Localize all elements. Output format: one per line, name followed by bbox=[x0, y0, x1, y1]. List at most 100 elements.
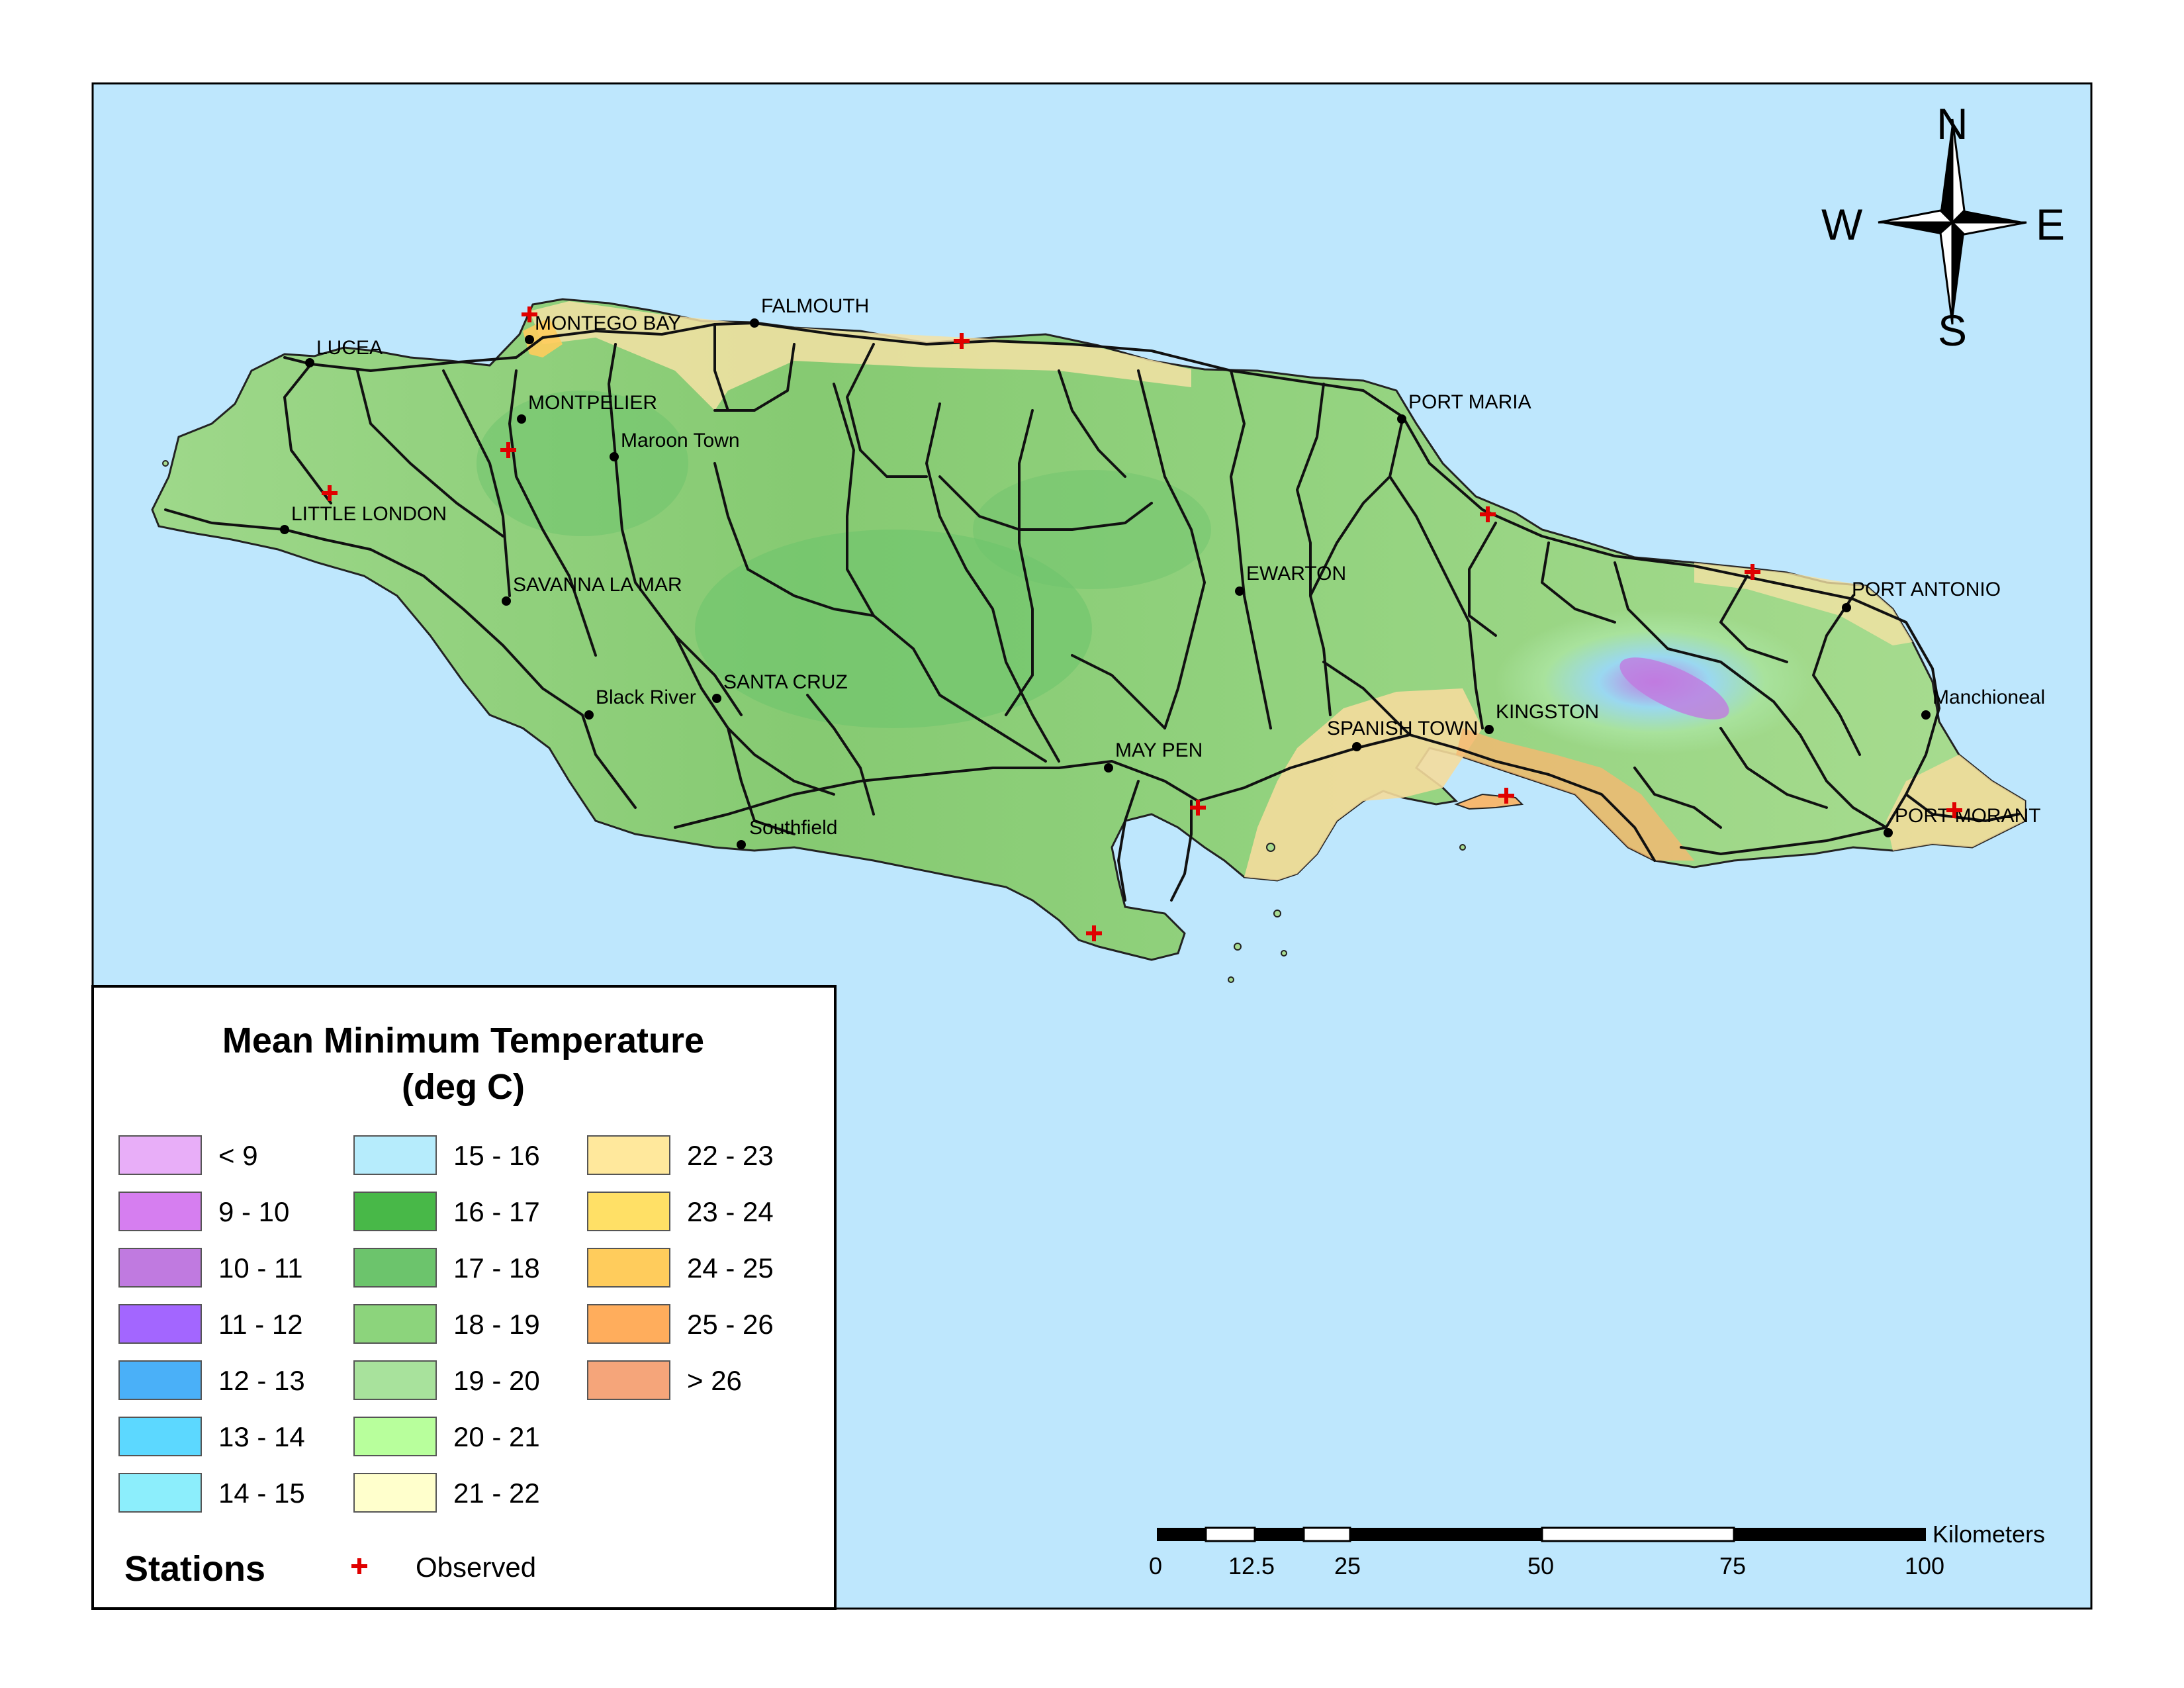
svg-text:Black River: Black River bbox=[596, 686, 696, 708]
station-marker bbox=[522, 306, 537, 322]
legend-class-label: 24 - 25 bbox=[687, 1252, 774, 1284]
station-marker bbox=[954, 333, 970, 349]
central-highlands bbox=[695, 530, 1092, 728]
stations-heading: Stations bbox=[124, 1549, 265, 1589]
town-spanish-town: SPANISH TOWN bbox=[1327, 718, 1478, 751]
legend-swatch bbox=[353, 1135, 437, 1175]
northeast-coast-warm-zone bbox=[1694, 563, 1913, 645]
legend-class-item: 9 - 10 bbox=[118, 1192, 289, 1231]
legend-class-item: 10 - 11 bbox=[118, 1248, 303, 1288]
legend-class-label: 14 - 15 bbox=[218, 1477, 305, 1509]
compass-south: S bbox=[1938, 306, 1967, 355]
legend-class-label: 20 - 21 bbox=[453, 1421, 540, 1452]
legend-class-item: 11 - 12 bbox=[118, 1304, 303, 1344]
town-black-river: Black River bbox=[584, 686, 696, 720]
svg-text:PORT ANTONIO: PORT ANTONIO bbox=[1852, 579, 2001, 600]
legend-class-label: 15 - 16 bbox=[453, 1140, 540, 1171]
legend-swatch bbox=[353, 1417, 437, 1456]
town-port-morant: PORT MORANT bbox=[1884, 805, 2041, 837]
legend-swatch bbox=[353, 1304, 437, 1344]
legend-class-label: 22 - 23 bbox=[687, 1140, 774, 1171]
scale-tick: 25 bbox=[1334, 1552, 1361, 1579]
legend-class-item: 13 - 14 bbox=[118, 1417, 305, 1456]
town-may-pen: MAY PEN bbox=[1104, 739, 1203, 773]
islet bbox=[1234, 943, 1242, 951]
legend-swatch bbox=[118, 1192, 202, 1231]
scale-bar: Kilometers 0 12.5 25 50 75 100 bbox=[1149, 1521, 2045, 1579]
town-port-maria: PORT MARIA bbox=[1397, 391, 1531, 424]
legend-swatch bbox=[587, 1248, 670, 1288]
legend-class-item: 18 - 19 bbox=[353, 1304, 540, 1344]
svg-text:EWARTON: EWARTON bbox=[1246, 563, 1346, 585]
compass-north: N bbox=[1936, 99, 1968, 148]
legend-class-item: 14 - 15 bbox=[118, 1473, 305, 1513]
legend-class-label: 23 - 24 bbox=[687, 1196, 774, 1227]
observed-station-symbol bbox=[351, 1558, 367, 1574]
svg-text:Southfield: Southfield bbox=[749, 817, 837, 839]
svg-text:LITTLE LONDON: LITTLE LONDON bbox=[291, 503, 447, 525]
town-savanna-la-mar: SAVANNA LA MAR bbox=[502, 574, 682, 606]
legend-swatch bbox=[118, 1304, 202, 1344]
svg-text:SANTA CRUZ: SANTA CRUZ bbox=[723, 671, 848, 693]
legend-class-label: 12 - 13 bbox=[218, 1365, 305, 1396]
town-montpelier: MONTPELIER bbox=[517, 392, 657, 424]
blue-mountains-peak bbox=[1619, 657, 1729, 720]
legend-swatch bbox=[587, 1135, 670, 1175]
svg-text:MAY PEN: MAY PEN bbox=[1115, 739, 1203, 761]
legend-class-item: 20 - 21 bbox=[353, 1417, 540, 1456]
legend-class-item: 25 - 26 bbox=[587, 1304, 774, 1344]
legend-swatch bbox=[587, 1360, 670, 1400]
legend-swatch bbox=[118, 1473, 202, 1513]
svg-text:MONTPELIER: MONTPELIER bbox=[528, 392, 657, 414]
town-lucea: LUCEA bbox=[305, 337, 383, 367]
legend-class-item: 22 - 23 bbox=[587, 1135, 774, 1175]
compass-rose: N S W E bbox=[1821, 99, 2065, 355]
scale-tick: 100 bbox=[1905, 1552, 1944, 1579]
station-marker bbox=[500, 442, 516, 458]
stations-layer bbox=[322, 306, 1962, 941]
town-santa-cruz: SANTA CRUZ bbox=[712, 671, 848, 703]
scale-tick: 0 bbox=[1149, 1552, 1162, 1579]
svg-text:PORT MARIA: PORT MARIA bbox=[1408, 391, 1531, 413]
legend-class-label: 25 - 26 bbox=[687, 1309, 774, 1340]
legend-class-item: 24 - 25 bbox=[587, 1248, 774, 1288]
station-marker bbox=[1086, 925, 1102, 941]
legend-swatch bbox=[587, 1304, 670, 1344]
legend-class-item: < 9 bbox=[118, 1135, 258, 1175]
scale-tick: 75 bbox=[1719, 1552, 1746, 1579]
station-marker bbox=[1498, 788, 1514, 804]
legend-class-item: 15 - 16 bbox=[353, 1135, 540, 1175]
observed-label: Observed bbox=[416, 1552, 536, 1583]
town-little-london: LITTLE LONDON bbox=[280, 503, 447, 534]
western-highlands bbox=[477, 391, 688, 536]
legend-class-item: > 26 bbox=[587, 1360, 742, 1400]
legend-class-item: 16 - 17 bbox=[353, 1192, 540, 1231]
legend-class-label: 11 - 12 bbox=[218, 1309, 303, 1340]
legend-swatch bbox=[118, 1360, 202, 1400]
legend-swatch bbox=[353, 1473, 437, 1513]
svg-text:KINGSTON: KINGSTON bbox=[1496, 701, 1599, 723]
legend-swatch bbox=[118, 1248, 202, 1288]
legend-swatches: < 9 9 - 10 10 - 11 11 - 12 12 - 13 13 - 14 14 … bbox=[118, 1135, 774, 1513]
svg-text:Manchioneal: Manchioneal bbox=[1933, 686, 2045, 708]
islet bbox=[162, 460, 169, 467]
islet bbox=[1273, 910, 1281, 917]
legend-class-label: 16 - 17 bbox=[453, 1196, 540, 1227]
legend-class-label: 18 - 19 bbox=[453, 1309, 540, 1340]
islet bbox=[1228, 976, 1234, 983]
legend-class-label: 17 - 18 bbox=[453, 1252, 540, 1284]
svg-text:LUCEA: LUCEA bbox=[316, 337, 383, 359]
station-marker bbox=[1946, 802, 1962, 818]
islet bbox=[1266, 843, 1275, 852]
legend-class-label: 21 - 22 bbox=[453, 1477, 540, 1509]
legend-swatch bbox=[118, 1417, 202, 1456]
legend-swatch bbox=[353, 1192, 437, 1231]
legend-class-item: 17 - 18 bbox=[353, 1248, 540, 1288]
svg-text:Maroon Town: Maroon Town bbox=[621, 430, 740, 451]
dry-harbour-hills bbox=[973, 470, 1211, 589]
town-falmouth: FALMOUTH bbox=[750, 295, 869, 328]
svg-text:MONTEGO BAY: MONTEGO BAY bbox=[535, 312, 681, 334]
road-network bbox=[164, 322, 2020, 902]
legend-class-label: 10 - 11 bbox=[218, 1252, 303, 1284]
scale-tick: 50 bbox=[1527, 1552, 1554, 1579]
